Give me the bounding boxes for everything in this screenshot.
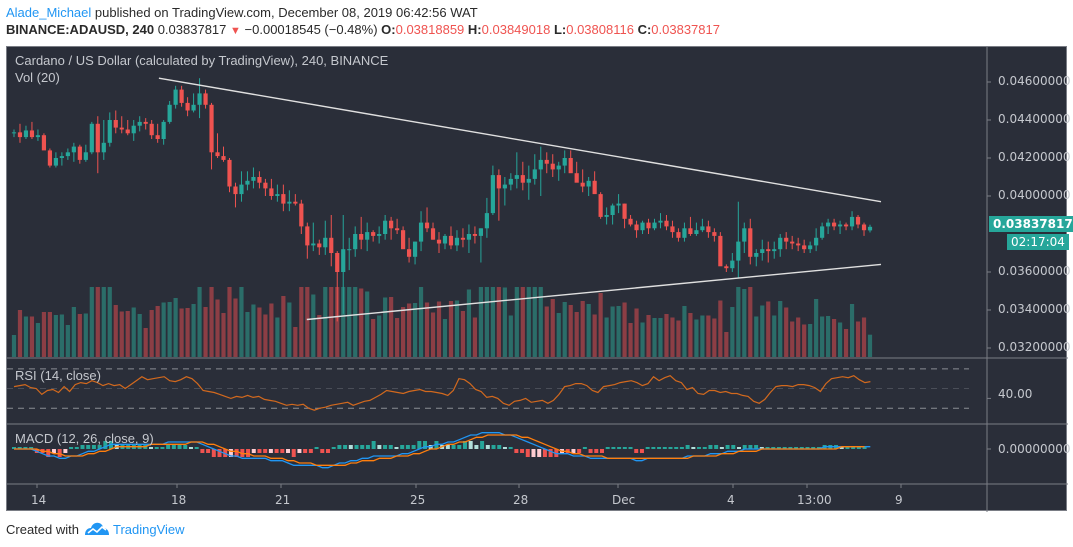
high-label: H: (467, 22, 482, 37)
chart-container[interactable]: Cardano / US Dollar (calculated by Tradi… (6, 46, 1073, 512)
price-tick: 0.04400000 (998, 112, 1071, 126)
price-tick: 0.04600000 (998, 74, 1071, 88)
rsi-title: RSI (14, close) (15, 368, 101, 383)
down-arrow-icon: ▼ (230, 25, 241, 37)
macd-title: MACD (12, 26, close, 9) (15, 431, 154, 446)
time-tick: Dec (612, 493, 636, 507)
publish-info: Alade_Michael published on TradingView.c… (6, 5, 478, 20)
high-value: 0.03849018 (481, 22, 551, 37)
time-tick: 25 (410, 493, 426, 507)
time-tick: 21 (275, 493, 291, 507)
time-tick: 13:00 (797, 493, 832, 507)
last-price: 0.03837817 (157, 22, 227, 37)
volume-title: Vol (20) (15, 70, 60, 85)
published-text: published on TradingView.com, December 0… (91, 5, 478, 20)
created-with-text: Created with (6, 521, 79, 537)
time-tick: 18 (171, 493, 187, 507)
price-tick: 0.03400000 (998, 302, 1071, 316)
macd-tick: 0.00000000 (998, 442, 1071, 456)
close-value: 0.03837817 (651, 22, 720, 37)
price-tick: 0.03600000 (998, 264, 1071, 278)
price-tick: 0.04200000 (998, 150, 1071, 164)
price-change: −0.00018545 (−0.48%) (244, 22, 378, 37)
time-tick: 28 (513, 493, 529, 507)
open-label: O: (381, 22, 396, 37)
last-price-tag: 0.03837817 (989, 216, 1073, 232)
time-tick: 14 (31, 493, 47, 507)
price-tick: 0.03200000 (998, 340, 1071, 354)
time-tick: 9 (895, 493, 903, 507)
tradingview-logo-icon (84, 522, 109, 535)
open-value: 0.03818859 (395, 22, 465, 37)
close-label: C: (637, 22, 652, 37)
chart-canvas[interactable] (7, 47, 1068, 512)
symbol-label: BINANCE:ADAUSD, 240 (6, 22, 155, 37)
time-tick: 4 (727, 493, 735, 507)
price-tick: 0.04000000 (998, 188, 1071, 202)
footer: Created with TradingView (6, 521, 185, 537)
low-label: L: (553, 22, 567, 37)
rsi-tick: 40.00 (998, 387, 1033, 401)
tradingview-link[interactable]: TradingView (112, 521, 185, 537)
symbol-info: BINANCE:ADAUSD, 240 0.03837817 ▼ −0.0001… (6, 22, 720, 37)
main-series-title: Cardano / US Dollar (calculated by Tradi… (15, 53, 389, 68)
author-link[interactable]: Alade_Michael (6, 5, 92, 20)
low-value: 0.03808116 (566, 22, 634, 37)
countdown-tag: 02:17:04 (1007, 234, 1069, 250)
